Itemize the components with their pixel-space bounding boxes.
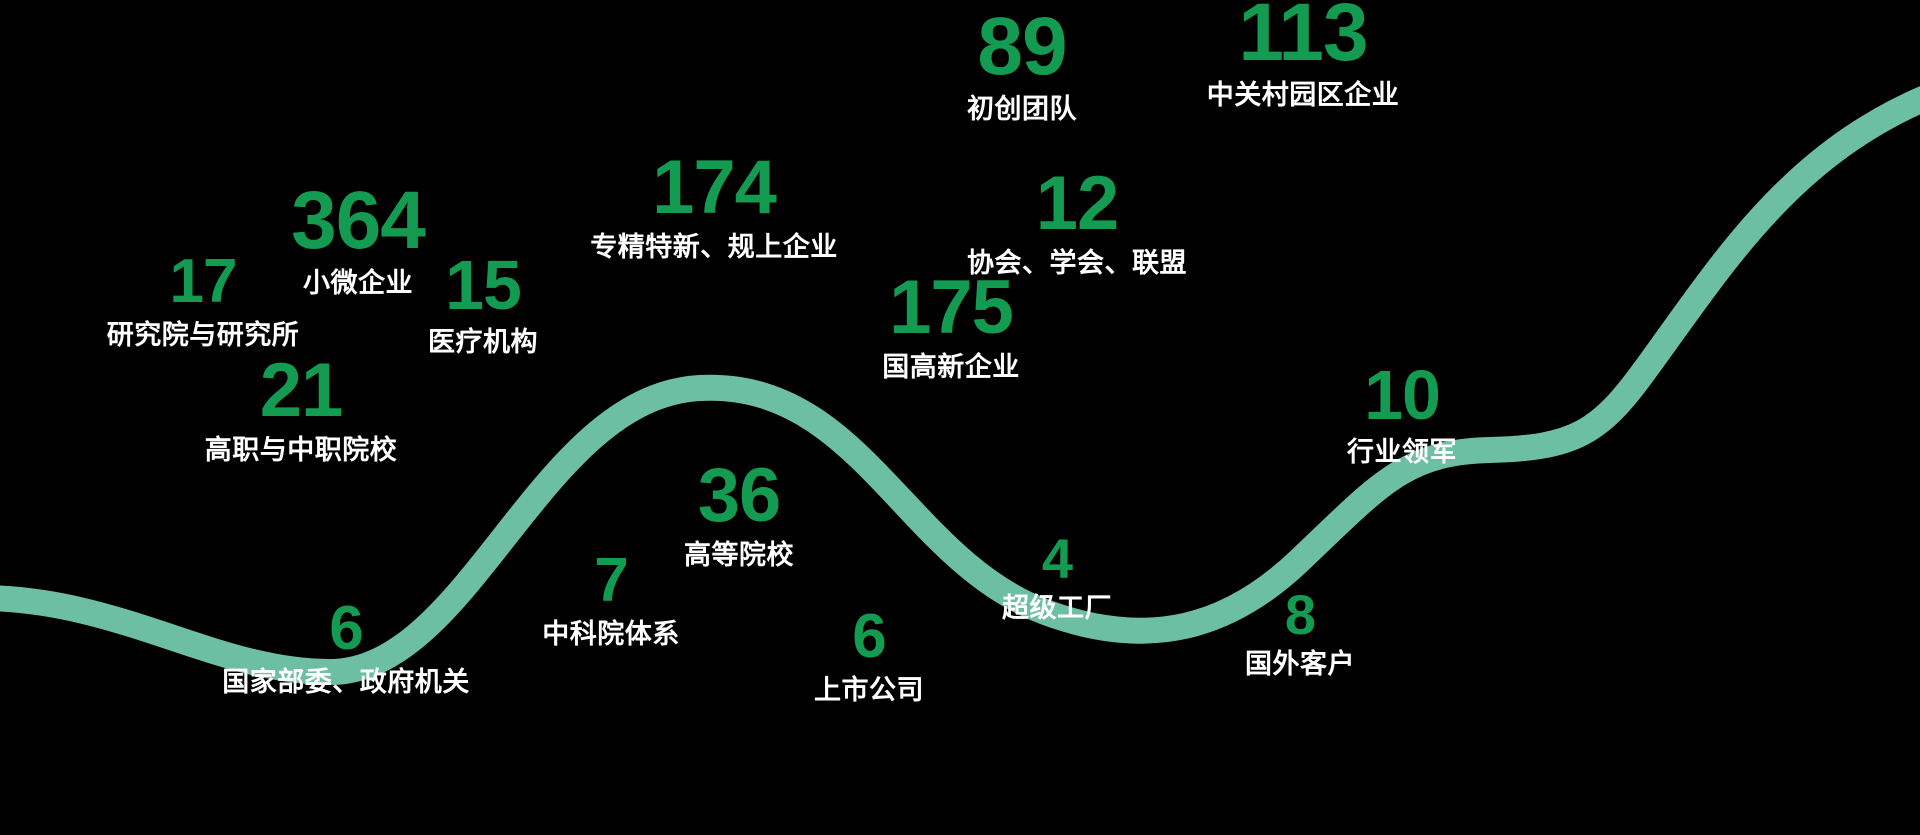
- stat-value-specialized-enterprises: 174: [652, 145, 777, 230]
- stat-value-listed-companies: 6: [852, 602, 886, 671]
- stat-value-zhongguancun-park: 113: [1238, 0, 1368, 78]
- stat-value-government-ministries: 6: [329, 594, 363, 663]
- stat-value-higher-education: 36: [697, 453, 782, 538]
- stat-value-super-factories: 4: [1041, 527, 1073, 590]
- stat-item-micro-enterprises: 364 小微企业: [291, 175, 426, 299]
- stat-item-cas-system: 7 中科院体系: [542, 546, 680, 650]
- stat-label-industry-leaders: 行业领军: [1347, 436, 1457, 467]
- stat-item-startup-teams: 89 初创团队: [967, 1, 1077, 125]
- stat-item-super-factories: 4 超级工厂: [1002, 527, 1112, 624]
- stat-item-government-ministries: 6 国家部委、政府机关: [222, 594, 470, 698]
- stat-label-overseas-clients: 国外客户: [1245, 649, 1355, 680]
- stat-item-specialized-enterprises: 174 专精特新、规上企业: [590, 145, 838, 263]
- stat-item-vocational-colleges: 21 高职与中职院校: [204, 348, 398, 466]
- stat-label-research-institutes: 研究院与研究所: [106, 319, 300, 350]
- wave-curve-path: [0, 86, 1920, 685]
- stat-item-zhongguancun-park: 113 中关村园区企业: [1207, 0, 1400, 111]
- stat-value-national-hi-tech: 175: [889, 265, 1014, 350]
- stat-item-associations: 12 协会、学会、联盟: [967, 161, 1187, 279]
- stat-value-medical-institutions: 15: [445, 246, 522, 324]
- stat-label-government-ministries: 国家部委、政府机关: [222, 666, 470, 697]
- stat-label-specialized-enterprises: 专精特新、规上企业: [590, 232, 838, 263]
- stat-label-national-hi-tech: 国高新企业: [882, 352, 1020, 383]
- stat-label-vocational-colleges: 高职与中职院校: [204, 435, 398, 466]
- stat-label-cas-system: 中科院体系: [542, 618, 680, 649]
- stat-value-associations: 12: [1035, 161, 1120, 246]
- stat-label-micro-enterprises: 小微企业: [302, 267, 413, 298]
- stat-item-higher-education: 36 高等院校: [684, 453, 794, 571]
- stat-value-startup-teams: 89: [977, 1, 1067, 92]
- stat-value-industry-leaders: 10: [1364, 356, 1441, 434]
- stat-label-higher-education: 高等院校: [684, 540, 794, 571]
- stat-label-associations: 协会、学会、联盟: [967, 248, 1187, 279]
- stat-label-super-factories: 超级工厂: [1002, 593, 1112, 624]
- stat-label-medical-institutions: 医疗机构: [428, 326, 538, 357]
- stat-value-vocational-colleges: 21: [259, 348, 344, 433]
- stat-item-industry-leaders: 10 行业领军: [1347, 356, 1457, 467]
- stat-value-research-institutes: 17: [169, 247, 238, 316]
- stat-item-overseas-clients: 8 国外客户: [1245, 583, 1355, 680]
- stat-item-medical-institutions: 15 医疗机构: [428, 246, 538, 357]
- stat-value-cas-system: 7: [594, 546, 628, 615]
- stat-value-overseas-clients: 8: [1284, 583, 1316, 646]
- stat-label-zhongguancun-park: 中关村园区企业: [1206, 79, 1400, 110]
- stat-item-listed-companies: 6 上市公司: [814, 602, 924, 706]
- stat-item-research-institutes: 17 研究院与研究所: [106, 247, 300, 351]
- stat-value-micro-enterprises: 364: [291, 175, 426, 266]
- stat-label-startup-teams: 初创团队: [967, 93, 1077, 124]
- stat-label-listed-companies: 上市公司: [814, 674, 924, 705]
- stat-item-national-hi-tech: 175 国高新企业: [882, 265, 1020, 383]
